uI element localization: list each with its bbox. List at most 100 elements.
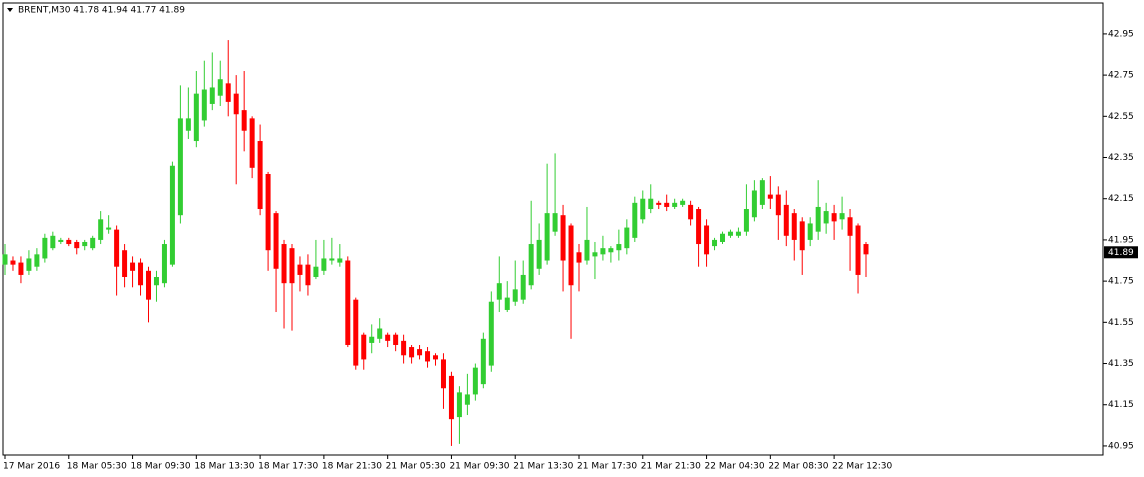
x-tick-label: 17 Mar 2016 xyxy=(3,462,60,472)
candle-body xyxy=(249,118,255,168)
candle-body xyxy=(704,225,710,255)
candle-body xyxy=(552,213,558,232)
candle-body xyxy=(480,338,486,385)
candle-body xyxy=(209,87,215,104)
candle-body xyxy=(337,258,343,263)
candle-body xyxy=(289,248,295,284)
candle-body xyxy=(273,213,279,269)
candle-body xyxy=(696,209,702,245)
candle-body xyxy=(608,248,614,253)
x-tick-label: 18 Mar 05:30 xyxy=(67,462,127,472)
candle-body xyxy=(656,202,662,205)
candle-body xyxy=(401,340,407,356)
candle-body xyxy=(58,239,64,242)
x-tick-label: 22 Mar 04:30 xyxy=(705,462,765,472)
candle-body xyxy=(863,244,869,255)
candle-body xyxy=(855,225,861,275)
candle-body xyxy=(305,264,311,286)
y-tick-label: 41.95 xyxy=(1108,235,1134,245)
candle-body xyxy=(361,334,367,360)
candle-body xyxy=(50,235,56,249)
candle-body xyxy=(680,200,686,205)
y-tick-label: 42.55 xyxy=(1108,112,1134,122)
x-tick-label: 18 Mar 13:30 xyxy=(194,462,254,472)
candle-body xyxy=(82,241,88,247)
candle-body xyxy=(831,213,837,222)
candle-body xyxy=(122,250,128,278)
candle-body xyxy=(98,219,104,240)
x-tick-label: 18 Mar 09:30 xyxy=(131,462,191,472)
candle-body xyxy=(193,93,199,142)
candle-body xyxy=(632,202,638,238)
candle-body xyxy=(169,165,175,265)
candle-body xyxy=(512,289,518,302)
candle-body xyxy=(767,194,773,199)
candle-body xyxy=(504,297,510,310)
chart-title: BRENT,M30 41.78 41.94 41.77 41.89 xyxy=(18,6,185,16)
candle-body xyxy=(847,217,853,236)
candle-body xyxy=(576,252,582,263)
candle-body xyxy=(425,351,431,362)
candle-body xyxy=(146,270,151,300)
candle-body xyxy=(329,258,335,261)
candle-body xyxy=(735,231,741,236)
candle-body xyxy=(624,227,630,249)
candle-body xyxy=(600,248,606,255)
candle-body xyxy=(321,258,327,271)
candle-body xyxy=(464,394,470,405)
candle-body xyxy=(138,262,144,286)
candle-body xyxy=(807,223,813,240)
candle-body xyxy=(161,244,167,284)
candle-body xyxy=(783,204,789,236)
candle-body xyxy=(417,349,423,356)
candle-body xyxy=(751,190,757,218)
x-tick-label: 21 Mar 09:30 xyxy=(449,462,509,472)
candle-body xyxy=(217,79,223,96)
candle-body xyxy=(815,206,821,232)
candle-body xyxy=(640,198,646,220)
candle-body xyxy=(544,213,550,261)
candle-body xyxy=(281,244,287,284)
candle-body xyxy=(616,244,622,251)
candle-body xyxy=(114,229,120,267)
candle-body xyxy=(839,213,845,220)
x-tick-label: 21 Mar 21:30 xyxy=(641,462,701,472)
y-tick-label: 41.15 xyxy=(1108,400,1134,410)
candle-body xyxy=(672,202,678,207)
y-tick-label: 42.95 xyxy=(1108,29,1134,39)
candle-body xyxy=(18,262,24,275)
candle-body xyxy=(488,301,494,366)
candle-body xyxy=(448,375,454,420)
y-tick-label: 41.55 xyxy=(1108,318,1134,328)
candle-body xyxy=(472,367,478,395)
candle-body xyxy=(560,215,566,261)
candle-body xyxy=(799,221,805,251)
candle-body xyxy=(66,239,72,245)
x-tick-label: 18 Mar 21:30 xyxy=(322,462,382,472)
candle-body xyxy=(313,266,319,278)
candle-body xyxy=(106,227,112,230)
candle-body xyxy=(185,118,191,131)
y-tick-label: 42.35 xyxy=(1108,153,1134,163)
y-tick-label: 42.15 xyxy=(1108,194,1134,204)
candle-body xyxy=(775,194,781,216)
candle-body xyxy=(528,244,534,286)
candle-body xyxy=(377,328,383,339)
candle-body xyxy=(592,252,598,257)
candle-body xyxy=(520,274,526,300)
candle-body xyxy=(393,334,399,345)
candle-body xyxy=(2,254,8,265)
y-tick-label: 40.95 xyxy=(1108,441,1134,451)
x-tick-label: 21 Mar 05:30 xyxy=(386,462,446,472)
dropdown-icon[interactable] xyxy=(7,8,13,12)
candle-body xyxy=(433,355,438,360)
candle-body xyxy=(688,204,694,220)
candle-body xyxy=(26,258,32,271)
candle-body xyxy=(727,231,733,236)
x-tick-label: 22 Mar 08:30 xyxy=(768,462,828,472)
candle-body xyxy=(265,173,271,251)
last-price-box xyxy=(1104,246,1138,259)
candle-body xyxy=(664,202,670,207)
